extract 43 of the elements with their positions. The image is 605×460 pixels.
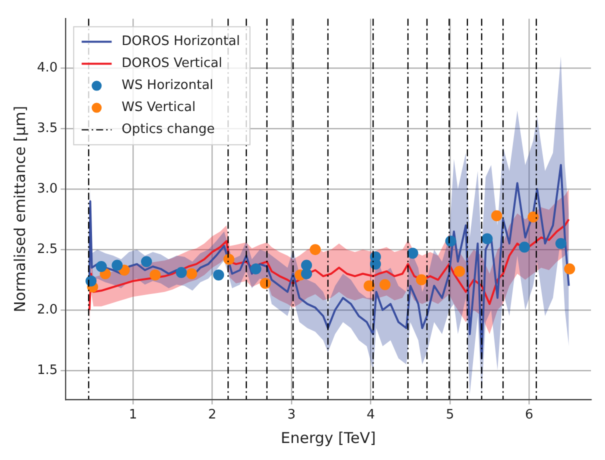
- point: [96, 260, 107, 272]
- y-tick-label: 1.5: [36, 362, 58, 378]
- x-axis-title: Energy [TeV]: [280, 428, 376, 447]
- ref-line-label: Optics change: [122, 122, 215, 138]
- point: [528, 211, 539, 222]
- point: [454, 266, 465, 277]
- point: [213, 269, 224, 280]
- y-tick-label: 3.0: [36, 182, 58, 197]
- point: [250, 263, 262, 274]
- legend-label: WS Vertical: [122, 100, 196, 116]
- y-tick-label: 3.5: [36, 121, 58, 136]
- x-tick-label: 5: [446, 408, 454, 423]
- y-axis-title: Normalised emittance [μm]: [10, 106, 29, 312]
- point: [186, 268, 198, 280]
- point: [150, 269, 161, 280]
- point: [140, 256, 152, 268]
- x-tick-label: 4: [366, 408, 375, 423]
- point: [379, 279, 390, 290]
- y-tick-label: 2.0: [36, 302, 58, 318]
- point: [518, 242, 530, 253]
- point: [564, 263, 576, 274]
- legend-label: DOROS Vertical: [122, 56, 222, 72]
- point: [301, 268, 312, 280]
- point: [555, 238, 566, 250]
- x-tick-label: 2: [208, 408, 216, 423]
- point: [407, 248, 418, 259]
- x-tick-label: 3: [287, 408, 296, 423]
- point: [310, 244, 321, 256]
- legend-label: DOROS Horizontal: [122, 34, 240, 50]
- point: [223, 254, 234, 265]
- point: [112, 260, 123, 271]
- point: [482, 233, 493, 244]
- point: [176, 267, 187, 278]
- x-tick-label: 6: [525, 408, 534, 423]
- point: [416, 274, 427, 286]
- y-tick-label: 2.5: [36, 242, 58, 257]
- x-tick-label: 1: [128, 408, 138, 423]
- point: [491, 210, 502, 222]
- y-tick-label: 4.0: [36, 60, 58, 76]
- point: [364, 280, 375, 292]
- point: [260, 278, 271, 289]
- point: [370, 258, 381, 270]
- legend-label: WS Horizontal: [122, 78, 214, 94]
